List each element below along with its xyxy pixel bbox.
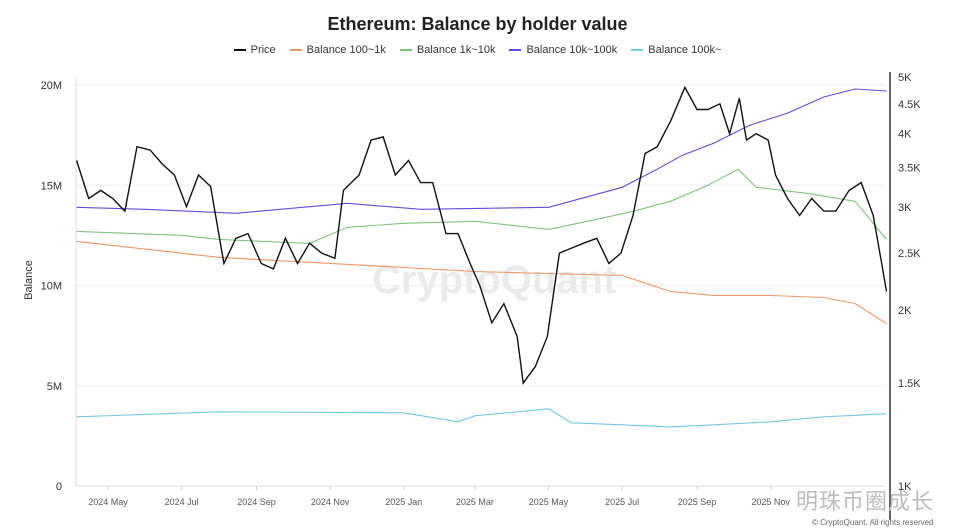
series-line-balance-100k- [76, 408, 887, 428]
chart-title: Ethereum: Balance by holder value [327, 14, 628, 34]
y-left-tick-label: 10M [41, 281, 62, 293]
series-line-balance-1k-10k [76, 168, 887, 244]
x-tick-label: 2024 Sep [237, 497, 276, 507]
x-tick-label: 2024 May [88, 497, 128, 507]
legend-item[interactable]: Price [233, 44, 276, 56]
x-tick-label: 2025 May [529, 497, 569, 507]
legend-item[interactable]: Balance 100~1k [289, 44, 386, 56]
x-tick-label: 2025 Mar [456, 497, 494, 507]
x-tick-label: 2025 Sep [678, 497, 717, 507]
y-right-tick-label: 1.5K [898, 378, 921, 390]
y-right-tick-label: 2.5K [898, 248, 921, 260]
legend-item[interactable]: Balance 10k~100k [509, 44, 617, 56]
legend-label: Balance 100k~ [648, 44, 722, 56]
y-left-tick-label: 20M [41, 80, 62, 92]
x-tick-label: 2025 Nov [751, 497, 790, 507]
legend-swatch [289, 49, 302, 51]
y-right-tick-label: 4K [898, 129, 912, 141]
cryptoquant-watermark: CryptoQuant [372, 258, 617, 302]
x-tick-label: 2024 Nov [311, 497, 350, 507]
overlay-watermark: 明珠币圈成长 [796, 489, 935, 514]
legend-label: Balance 10k~100k [526, 44, 618, 56]
legend-swatch [399, 49, 412, 51]
series-line-price [75, 85, 888, 385]
x-tick-label: 2024 Jul [165, 497, 199, 507]
legend-item[interactable]: Balance 100k~ [631, 44, 721, 56]
series-line-balance-10k-100k [76, 88, 887, 214]
y-right-tick-label: 2K [898, 305, 912, 317]
legend-swatch [509, 49, 522, 51]
legend-swatch [631, 49, 644, 51]
x-tick-label: 2025 Jul [605, 497, 639, 507]
y-left-tick-label: 0 [56, 481, 62, 493]
y-right-tick-label: 3K [898, 202, 912, 214]
copyright: © CryptoQuant. All rights reserved [812, 518, 934, 527]
y-axis-title: Balance [23, 260, 35, 300]
x-tick-label: 2025 Jan [385, 497, 422, 507]
legend-label: Price [250, 44, 276, 56]
y-right-tick-label: 3.5K [898, 163, 921, 175]
y-right-tick-label: 1K [898, 481, 912, 493]
legend: Price Balance 100~1k Balance 1k~10k Balance… [0, 44, 955, 56]
legend-label: Balance 100~1k [306, 44, 386, 56]
legend-label: Balance 1k~10k [416, 44, 496, 56]
legend-item[interactable]: Balance 1k~10k [399, 44, 496, 56]
y-right-tick-label: 4.5K [898, 99, 921, 111]
series-line-balance-100-1k [76, 240, 887, 325]
legend-swatch [233, 49, 246, 51]
y-right-tick-label: 5K [898, 72, 912, 84]
y-left-tick-label: 5M [47, 381, 62, 393]
y-left-tick-label: 15M [41, 180, 62, 192]
